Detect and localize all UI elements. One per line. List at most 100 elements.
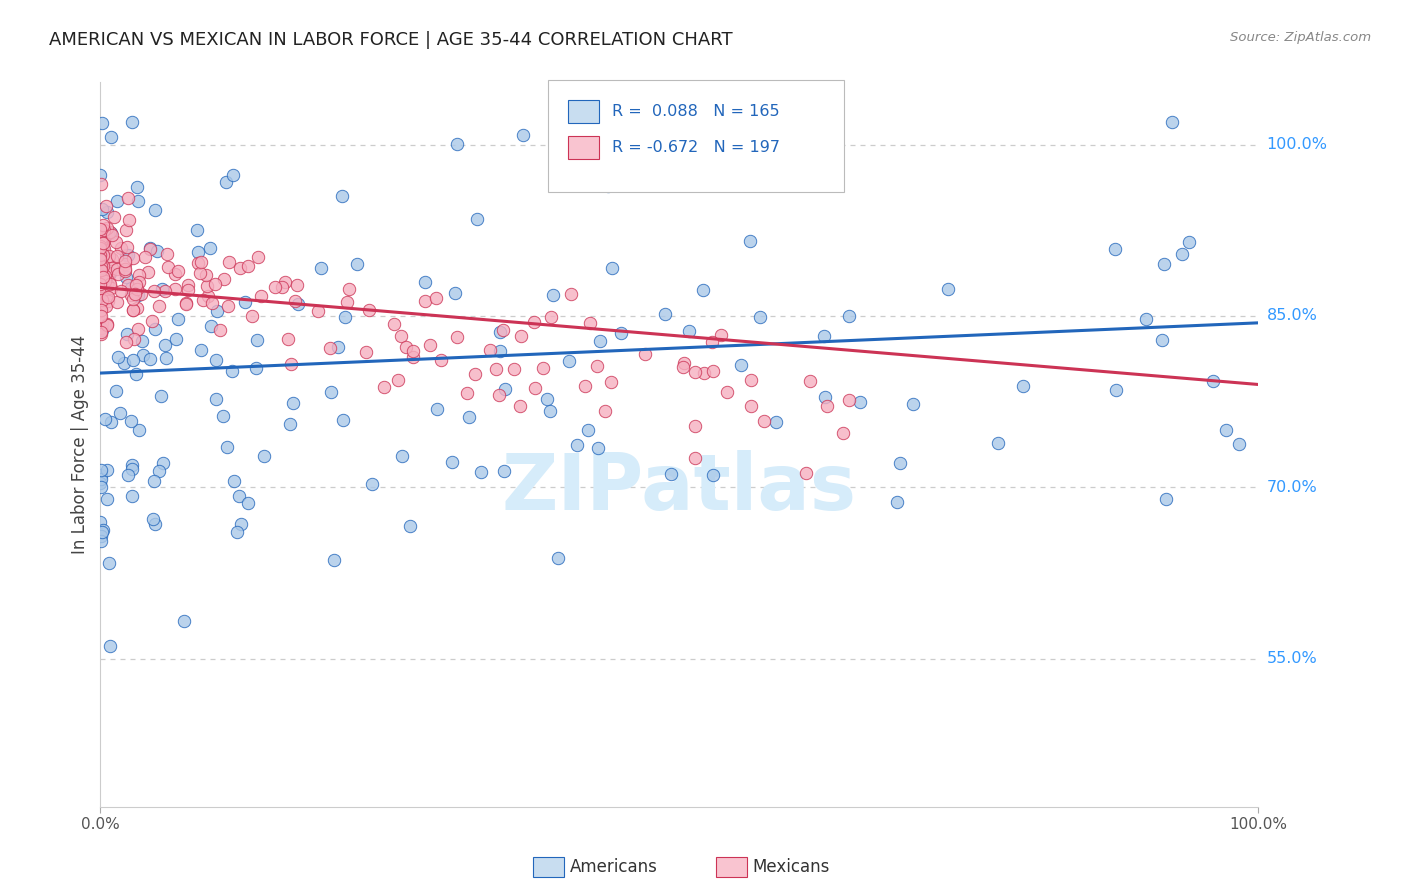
Point: [211, 409, 233, 423]
Point: [96, 205, 118, 219]
Point: [100, 129, 122, 144]
Point: [307, 303, 329, 318]
Point: [382, 317, 405, 331]
Point: [117, 191, 139, 205]
Point: [765, 415, 787, 429]
Point: [740, 373, 762, 387]
Point: [1150, 333, 1173, 347]
Point: [285, 278, 308, 293]
Point: [215, 440, 238, 454]
Point: [96, 492, 118, 507]
Point: [90, 224, 112, 238]
Point: [284, 294, 307, 309]
Point: [560, 287, 582, 301]
Point: [287, 297, 309, 311]
Point: [94, 274, 117, 288]
Point: [128, 423, 150, 437]
Point: [174, 297, 197, 311]
Point: [441, 455, 464, 469]
Point: [103, 210, 125, 224]
Point: [91, 235, 114, 250]
Point: [90, 285, 112, 300]
Text: Mexicans: Mexicans: [752, 858, 830, 876]
Point: [235, 294, 257, 309]
Point: [117, 277, 139, 292]
Point: [105, 261, 128, 276]
Point: [141, 314, 163, 328]
Point: [91, 524, 114, 539]
Point: [693, 366, 716, 380]
Point: [1202, 374, 1225, 388]
Point: [96, 318, 118, 332]
Point: [886, 495, 908, 509]
Point: [107, 350, 129, 364]
Point: [335, 310, 357, 325]
Point: [98, 267, 121, 281]
Point: [125, 367, 148, 381]
Point: [90, 533, 112, 548]
Point: [586, 359, 609, 373]
Point: [115, 326, 138, 341]
Point: [430, 352, 453, 367]
Point: [246, 333, 269, 347]
Point: [1171, 247, 1194, 261]
Point: [678, 324, 700, 338]
Point: [163, 282, 186, 296]
Point: [457, 409, 479, 424]
Point: [330, 188, 353, 202]
Point: [402, 343, 425, 358]
Point: [156, 247, 179, 261]
Point: [125, 180, 148, 194]
Point: [692, 283, 714, 297]
Point: [90, 326, 112, 340]
Point: [576, 424, 599, 438]
Point: [567, 438, 589, 452]
Point: [153, 285, 176, 299]
Point: [128, 268, 150, 282]
Point: [889, 456, 911, 470]
Point: [799, 374, 821, 388]
Point: [702, 364, 724, 378]
Point: [127, 301, 149, 316]
Point: [167, 264, 190, 278]
Point: [710, 328, 733, 343]
Point: [122, 302, 145, 317]
Point: [149, 389, 172, 403]
Text: Americans: Americans: [569, 858, 658, 876]
Point: [91, 275, 114, 289]
Point: [936, 282, 959, 296]
Point: [110, 285, 132, 299]
Point: [93, 235, 115, 249]
Point: [90, 279, 112, 293]
Point: [117, 468, 139, 483]
Point: [100, 226, 122, 240]
Point: [107, 249, 129, 263]
Point: [540, 310, 562, 324]
Point: [250, 288, 273, 302]
Point: [236, 259, 259, 273]
Point: [139, 351, 162, 366]
Point: [90, 202, 112, 217]
Point: [141, 512, 163, 526]
Point: [702, 334, 724, 349]
Point: [163, 267, 186, 281]
Point: [89, 277, 111, 291]
Point: [90, 260, 112, 274]
Point: [90, 274, 112, 288]
Point: [131, 348, 153, 362]
Point: [217, 299, 239, 313]
Point: [187, 245, 209, 260]
Point: [536, 392, 558, 406]
Point: [1154, 491, 1177, 506]
Point: [354, 345, 377, 359]
Point: [90, 529, 112, 543]
Point: [90, 320, 112, 334]
Point: [120, 288, 142, 302]
Point: [90, 255, 112, 269]
Text: AMERICAN VS MEXICAN IN LABOR FORCE | AGE 35-44 CORRELATION CHART: AMERICAN VS MEXICAN IN LABOR FORCE | AGE…: [49, 31, 733, 49]
Text: ZIPatlas: ZIPatlas: [502, 450, 856, 526]
Point: [332, 413, 354, 427]
Point: [319, 385, 342, 400]
Point: [156, 260, 179, 274]
Point: [93, 223, 115, 237]
